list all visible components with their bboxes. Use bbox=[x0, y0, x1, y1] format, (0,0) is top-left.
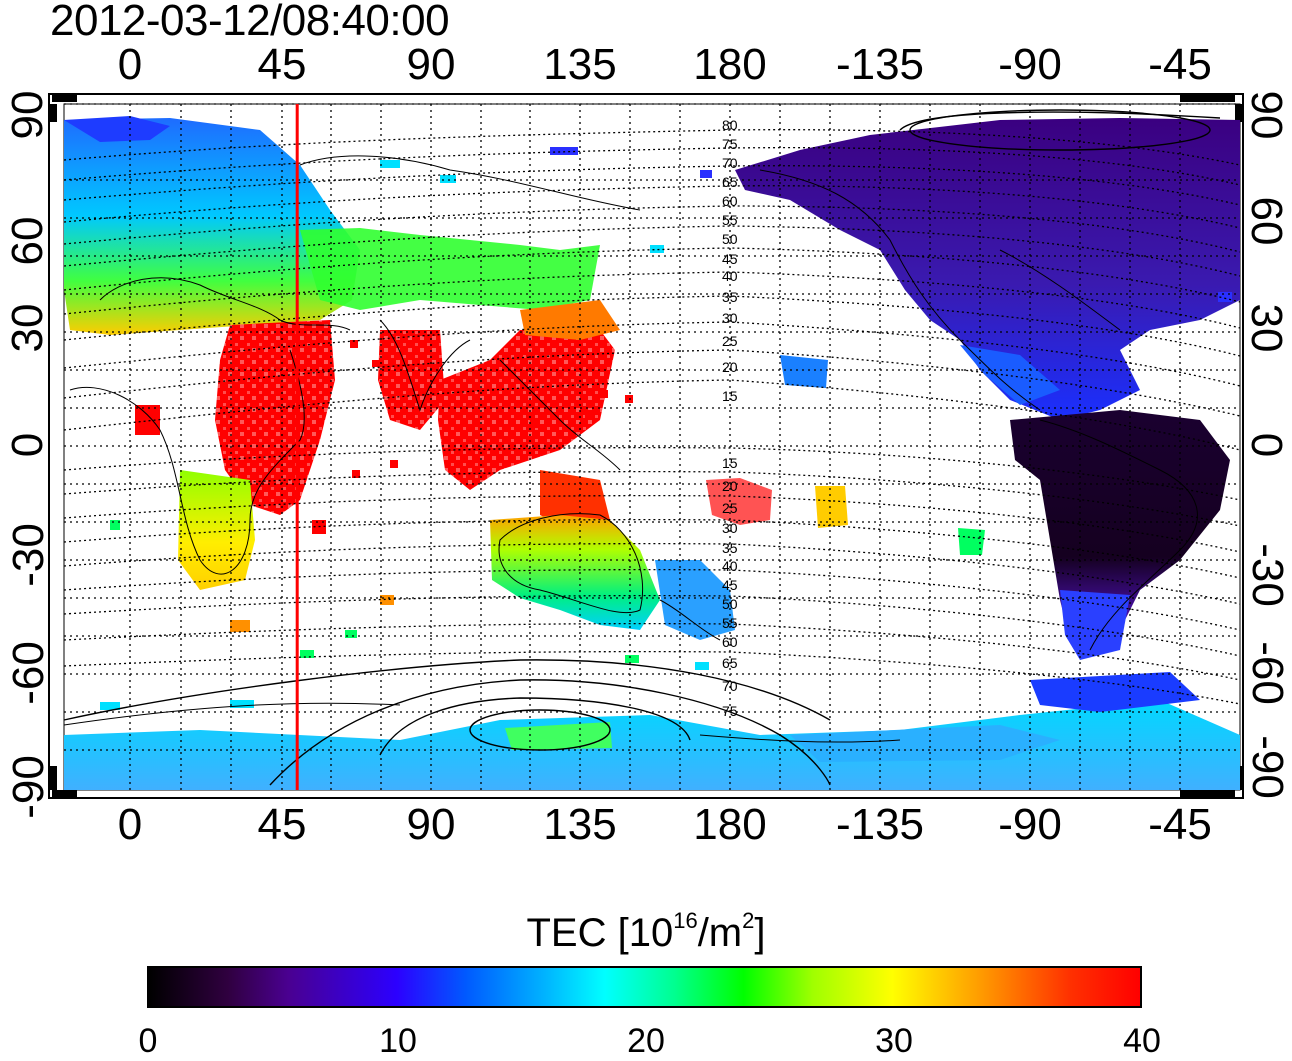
contour-label: 30 bbox=[722, 310, 738, 326]
colorbar-title-exponent-16: 16 bbox=[673, 908, 698, 933]
bottom-lon-tick: 0 bbox=[117, 800, 143, 849]
colorbar-tick: 0 bbox=[138, 1022, 158, 1060]
contour-label: 40 bbox=[722, 558, 738, 574]
contour-label: 25 bbox=[722, 333, 738, 349]
contour-label: 45 bbox=[722, 577, 738, 593]
bottom-lon-tick: -45 bbox=[1148, 800, 1212, 849]
contour-label-group: 80 75 70 65 60 55 50 45 40 35 30 25 20 1… bbox=[722, 117, 738, 719]
colorbar-tick: 10 bbox=[379, 1022, 417, 1060]
contour-label: 15 bbox=[722, 455, 738, 471]
bottom-lon-tick: -135 bbox=[835, 800, 925, 849]
contour-label: 60 bbox=[722, 634, 738, 650]
coastlines bbox=[63, 155, 1198, 743]
colorbar-title-prefix: TEC [10 bbox=[526, 911, 674, 955]
tec-data-regions bbox=[64, 116, 1240, 790]
contour-label: 65 bbox=[722, 655, 738, 671]
contour-label: 70 bbox=[722, 678, 738, 694]
colorbar-tick: 20 bbox=[627, 1022, 665, 1060]
colorbar-title-suffix: ] bbox=[754, 911, 766, 955]
bottom-lon-tick: 45 bbox=[257, 800, 307, 849]
contour-label: 80 bbox=[722, 117, 738, 133]
map-title: 2012-03-12/08:40:00 bbox=[50, 0, 450, 45]
graticule bbox=[64, 103, 1240, 790]
contour-label: 50 bbox=[722, 231, 738, 247]
contour-label: 55 bbox=[722, 212, 738, 228]
contour-label: 60 bbox=[722, 193, 738, 209]
contour-label: 15 bbox=[722, 388, 738, 404]
top-lon-tick: 45 bbox=[257, 40, 307, 89]
contour-label: 50 bbox=[722, 596, 738, 612]
tec-map: 80 75 70 65 60 55 50 45 40 35 30 25 20 1… bbox=[48, 93, 1244, 799]
bottom-lon-tick: 180 bbox=[693, 800, 767, 849]
contour-label: 70 bbox=[722, 155, 738, 171]
colorbar-tick: 40 bbox=[1123, 1022, 1161, 1060]
contour-label: 45 bbox=[722, 251, 738, 267]
tec-colorbar bbox=[147, 966, 1142, 1008]
contour-label: 65 bbox=[722, 174, 738, 190]
top-lon-tick: -135 bbox=[835, 40, 925, 89]
top-lon-tick: 135 bbox=[543, 40, 617, 89]
contour-label: 35 bbox=[722, 540, 738, 556]
contour-label: 75 bbox=[722, 703, 738, 719]
top-lon-tick: 0 bbox=[117, 40, 143, 89]
contour-label: 30 bbox=[722, 520, 738, 536]
top-lon-tick: 180 bbox=[693, 40, 767, 89]
contour-label: 55 bbox=[722, 615, 738, 631]
contour-label: 20 bbox=[722, 359, 738, 375]
top-lon-tick: 90 bbox=[406, 40, 456, 89]
contour-label: 20 bbox=[722, 478, 738, 494]
colorbar-tick: 30 bbox=[875, 1022, 913, 1060]
colorbar-title: TEC [1016/m2] bbox=[0, 908, 1292, 956]
colorbar-title-mid: /m bbox=[697, 911, 743, 955]
top-lon-tick: -90 bbox=[998, 40, 1062, 89]
contour-label: 40 bbox=[722, 268, 738, 284]
contour-label: 25 bbox=[722, 500, 738, 516]
contour-label: 35 bbox=[722, 289, 738, 305]
bottom-lon-tick: -90 bbox=[998, 800, 1062, 849]
colorbar-title-exponent-2: 2 bbox=[742, 908, 755, 933]
contour-label: 75 bbox=[722, 136, 738, 152]
bottom-lon-tick: 90 bbox=[406, 800, 456, 849]
top-lon-tick: -45 bbox=[1148, 40, 1212, 89]
bottom-lon-tick: 135 bbox=[543, 800, 617, 849]
